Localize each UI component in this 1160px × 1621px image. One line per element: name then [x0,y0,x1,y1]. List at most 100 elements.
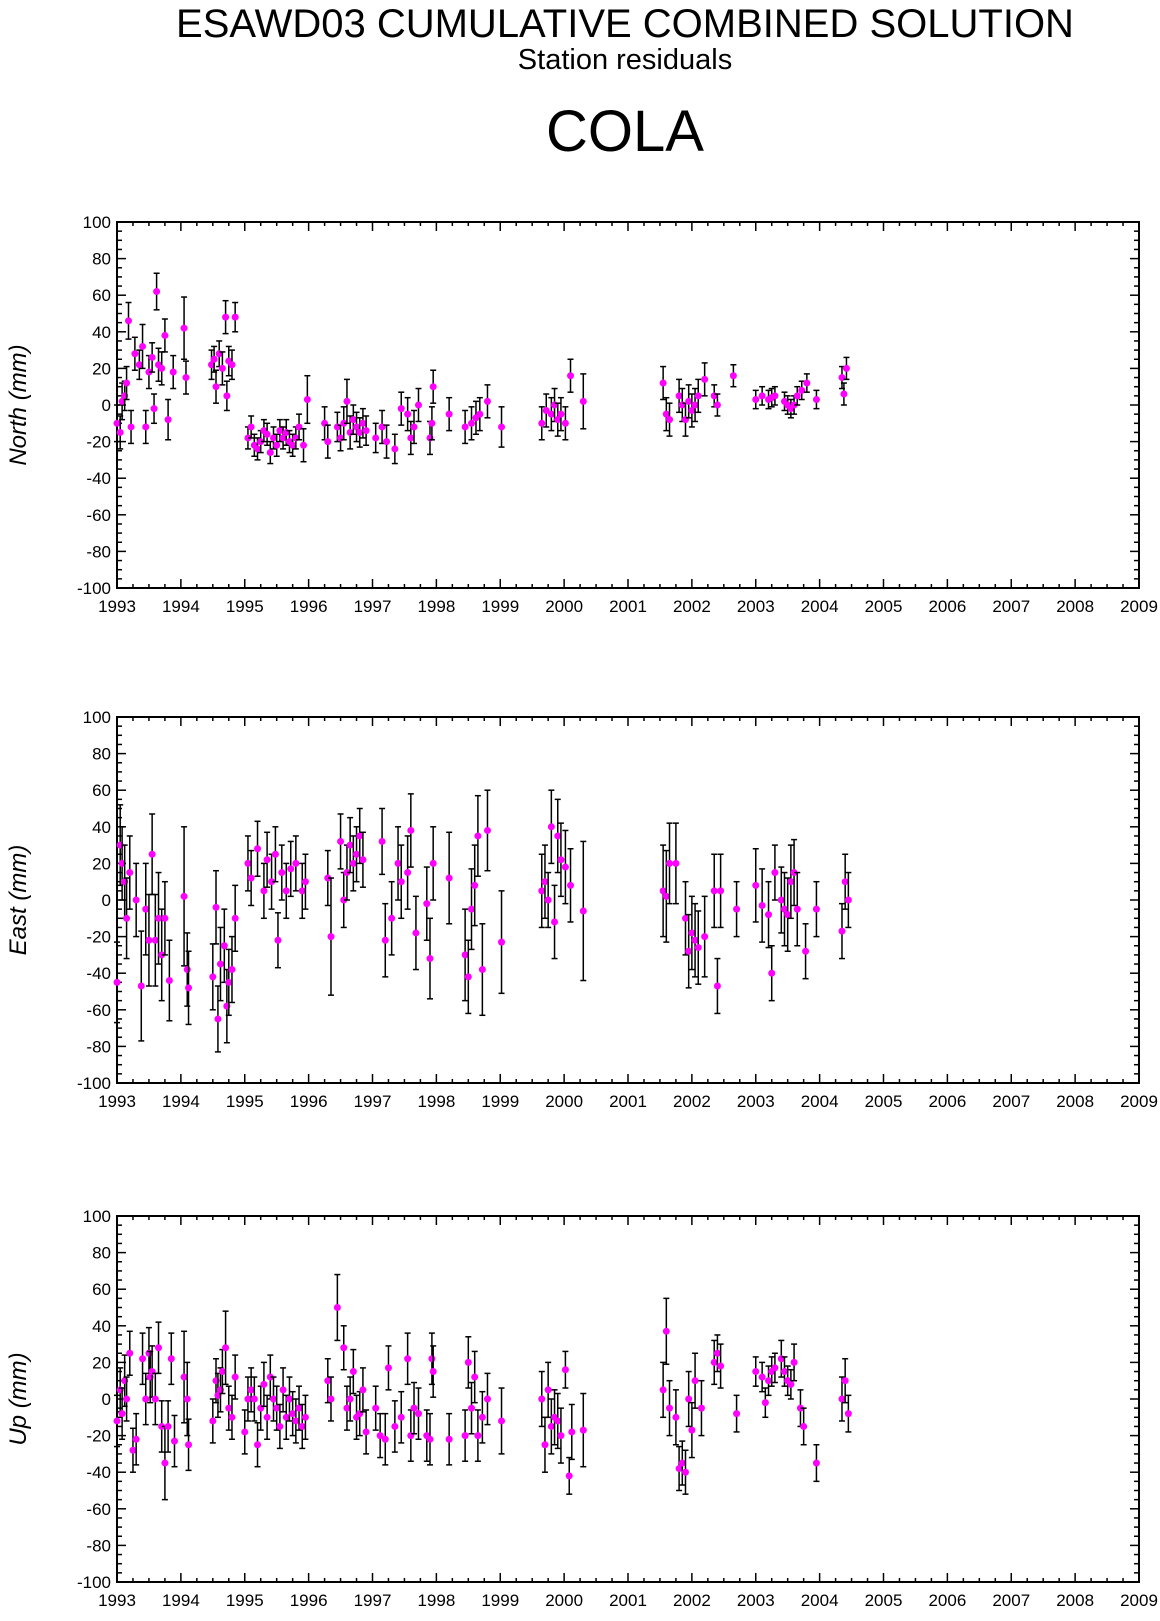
x-tick-label: 1993 [98,597,136,616]
data-point [123,914,131,922]
chart-title: ESAWD03 CUMULATIVE COMBINED SOLUTION [176,2,1074,46]
data-point [209,1417,217,1425]
x-tick-label: 2009 [1120,1092,1158,1111]
data-point [388,914,396,922]
y-tick-label: 100 [83,708,111,727]
data-point [343,1404,351,1412]
data-point [263,430,271,438]
data-point [812,905,820,913]
data-point [129,1446,137,1454]
data-point [733,905,741,913]
data-point [579,397,587,405]
data-point [445,1435,453,1443]
data-point [771,392,779,400]
x-tick-label: 1993 [98,1591,136,1610]
y-tick-label: 80 [92,745,111,764]
data-point [285,1395,293,1403]
x-tick-label: 2006 [928,1092,966,1111]
x-tick-label: 1997 [354,1591,392,1610]
data-point [301,1413,309,1421]
data-point [691,401,699,409]
x-tick-label: 1996 [290,1092,328,1111]
data-point [765,911,773,919]
data-point [579,907,587,915]
data-point [298,1422,306,1430]
x-tick-label: 2004 [801,597,839,616]
data-point [547,823,555,831]
data-point [126,869,134,877]
data-point [260,887,268,895]
y-tick-label: 60 [92,286,111,305]
data-point [340,896,348,904]
data-point [404,869,412,877]
y-tick-label: 0 [102,1390,111,1409]
data-point [182,374,190,382]
y-tick-label: -60 [86,506,111,525]
y-axis-label: East (mm) [5,845,32,956]
data-point [547,410,555,418]
data-point [343,397,351,405]
y-tick-label: 0 [102,396,111,415]
data-point [266,1373,274,1381]
data-point [407,826,415,834]
plot-frame [116,716,1140,1084]
data-point [292,859,300,867]
data-point [567,372,575,380]
x-tick-label: 2009 [1120,1591,1158,1610]
x-tick-label: 2002 [673,1591,711,1610]
data-point [461,1432,469,1440]
data-point [118,1410,126,1418]
data-point [554,1417,562,1425]
data-point [340,1344,348,1352]
data-point [218,1368,226,1376]
data-point [158,364,166,372]
data-point [289,1410,297,1418]
data-point [132,896,140,904]
x-tick-label: 2008 [1056,597,1094,616]
data-point [153,288,161,296]
data-point [565,1472,573,1480]
y-tick-label: 40 [92,818,111,837]
x-tick-label: 1998 [417,597,455,616]
data-point [768,969,776,977]
data-point [538,419,546,427]
data-point [414,401,422,409]
data-point [244,434,252,442]
data-point [391,1422,399,1430]
data-point [551,918,559,926]
data-point [474,832,482,840]
data-point [158,1422,166,1430]
data-point [208,361,216,369]
data-point [681,914,689,922]
x-tick-label: 2004 [801,1092,839,1111]
x-tick-label: 1999 [481,1591,519,1610]
data-point [685,947,693,955]
data-point [170,1437,178,1445]
data-point [717,1362,725,1370]
data-point [228,966,236,974]
data-point [568,1428,576,1436]
data-point [118,859,126,867]
y-tick-label: 100 [83,1207,111,1226]
data-point [231,313,239,321]
data-point [142,423,150,431]
data-point [397,878,405,886]
data-point [268,878,276,886]
data-point [685,1395,693,1403]
data-point [113,978,121,986]
data-point [383,438,391,446]
data-point [274,936,282,944]
data-point [127,423,135,431]
y-tick-label: -20 [86,433,111,452]
data-point [840,390,848,398]
data-point [340,419,348,427]
data-point [429,383,437,391]
data-point [145,936,153,944]
data-point [180,1373,188,1381]
x-tick-label: 1995 [226,1591,264,1610]
data-point [688,929,696,937]
data-point [423,900,431,908]
data-point [412,929,420,937]
y-tick-label: 60 [92,781,111,800]
data-point [478,1413,486,1421]
